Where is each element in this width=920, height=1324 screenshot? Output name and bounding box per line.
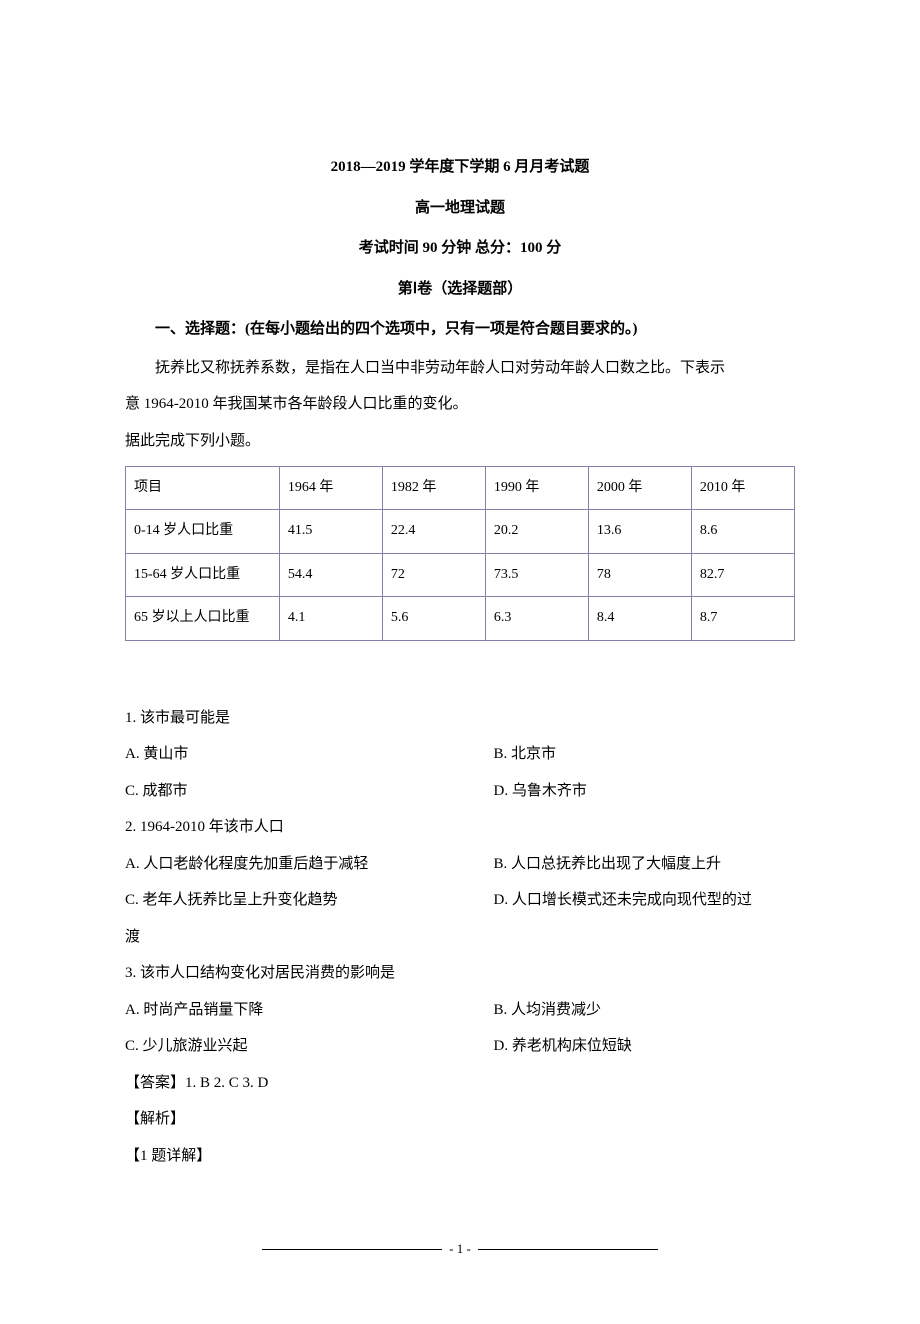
table-cell: 8.4 (588, 597, 691, 640)
table-header-cell: 1964 年 (279, 467, 382, 510)
option-b: B. 人均消费减少 (494, 993, 796, 1028)
analysis-label: 【解析】 (125, 1102, 795, 1137)
table-cell: 5.6 (382, 597, 485, 640)
answer-text: 【答案】1. B 2. C 3. D (125, 1066, 795, 1101)
detail-label: 【1 题详解】 (125, 1139, 795, 1174)
option-d-continuation: 渡 (125, 920, 795, 955)
footer-line-left (262, 1249, 442, 1250)
option-b: B. 北京市 (494, 737, 796, 772)
passage-line1: 抚养比又称抚养系数，是指在人口当中非劳动年龄人口对劳动年龄人口数之比。下表示 (125, 351, 795, 386)
option-c: C. 少儿旅游业兴起 (125, 1029, 494, 1064)
option-c: C. 成都市 (125, 774, 494, 809)
table-header-cell: 2000 年 (588, 467, 691, 510)
page-number: - 1 - (449, 1234, 471, 1264)
option-a: A. 时尚产品销量下降 (125, 993, 494, 1028)
question-2: 2. 1964-2010 年该市人口 (125, 810, 795, 845)
table-cell: 41.5 (279, 510, 382, 553)
options-row: C. 少儿旅游业兴起 D. 养老机构床位短缺 (125, 1029, 795, 1064)
table-header-cell: 1990 年 (485, 467, 588, 510)
table-row: 65 岁以上人口比重 4.1 5.6 6.3 8.4 8.7 (126, 597, 795, 640)
table-cell: 22.4 (382, 510, 485, 553)
passage-line2: 意 1964-2010 年我国某市各年龄段人口比重的变化。 (125, 387, 795, 422)
table-cell: 0-14 岁人口比重 (126, 510, 280, 553)
table-header-cell: 2010 年 (691, 467, 794, 510)
exam-title: 2018—2019 学年度下学期 6 月月考试题 (125, 150, 795, 185)
table-cell: 82.7 (691, 553, 794, 596)
option-c: C. 老年人抚养比呈上升变化趋势 (125, 883, 494, 918)
option-a: A. 人口老龄化程度先加重后趋于减轻 (125, 847, 494, 882)
table-cell: 73.5 (485, 553, 588, 596)
options-row: C. 成都市 D. 乌鲁木齐市 (125, 774, 795, 809)
table-cell: 13.6 (588, 510, 691, 553)
table-cell: 72 (382, 553, 485, 596)
table-cell: 6.3 (485, 597, 588, 640)
question-1: 1. 该市最可能是 (125, 701, 795, 736)
table-cell: 4.1 (279, 597, 382, 640)
table-header-row: 项目 1964 年 1982 年 1990 年 2000 年 2010 年 (126, 467, 795, 510)
table-cell: 78 (588, 553, 691, 596)
option-a: A. 黄山市 (125, 737, 494, 772)
option-d: D. 人口增长模式还未完成向现代型的过 (494, 883, 796, 918)
option-b: B. 人口总抚养比出现了大幅度上升 (494, 847, 796, 882)
table-cell: 54.4 (279, 553, 382, 596)
table-cell: 8.7 (691, 597, 794, 640)
table-row: 0-14 岁人口比重 41.5 22.4 20.2 13.6 8.6 (126, 510, 795, 553)
table-header-cell: 项目 (126, 467, 280, 510)
section-label: 第Ⅰ卷（选择题部） (125, 272, 795, 307)
footer-line-right (478, 1249, 658, 1250)
table-header-cell: 1982 年 (382, 467, 485, 510)
options-row: A. 黄山市 B. 北京市 (125, 737, 795, 772)
table-row: 15-64 岁人口比重 54.4 72 73.5 78 82.7 (126, 553, 795, 596)
table-cell: 8.6 (691, 510, 794, 553)
table-cell: 20.2 (485, 510, 588, 553)
instruction: 一、选择题：(在每小题给出的四个选项中，只有一项是符合题目要求的。) (125, 312, 795, 347)
table-cell: 15-64 岁人口比重 (126, 553, 280, 596)
option-d: D. 乌鲁木齐市 (494, 774, 796, 809)
exam-info: 考试时间 90 分钟 总分：100 分 (125, 231, 795, 266)
question-3: 3. 该市人口结构变化对居民消费的影响是 (125, 956, 795, 991)
options-row: C. 老年人抚养比呈上升变化趋势 D. 人口增长模式还未完成向现代型的过 (125, 883, 795, 918)
option-d: D. 养老机构床位短缺 (494, 1029, 796, 1064)
table-cell: 65 岁以上人口比重 (126, 597, 280, 640)
passage-line3: 据此完成下列小题。 (125, 424, 795, 459)
options-row: A. 人口老龄化程度先加重后趋于减轻 B. 人口总抚养比出现了大幅度上升 (125, 847, 795, 882)
options-row: A. 时尚产品销量下降 B. 人均消费减少 (125, 993, 795, 1028)
exam-subtitle: 高一地理试题 (125, 191, 795, 226)
page-footer: - 1 - (125, 1233, 795, 1264)
data-table: 项目 1964 年 1982 年 1990 年 2000 年 2010 年 0-… (125, 466, 795, 641)
